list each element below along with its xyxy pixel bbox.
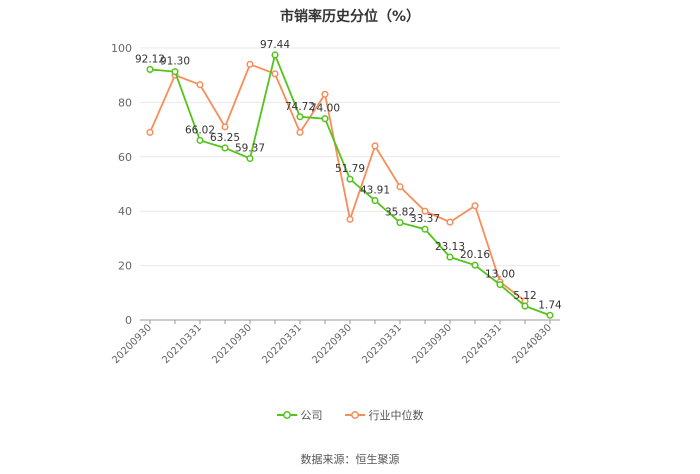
data-label: 74.72	[285, 101, 315, 113]
data-point-company	[246, 154, 254, 163]
data-point-industry	[271, 70, 279, 78]
data-label: 59.37	[235, 143, 265, 155]
data-point-industry	[346, 215, 354, 223]
data-label: 5.12	[513, 290, 536, 302]
data-point-company	[371, 197, 379, 205]
data-label: 20.16	[460, 249, 490, 261]
legend-company-icon	[276, 411, 297, 419]
data-label: 51.79	[335, 163, 365, 175]
data-point-company	[346, 175, 354, 183]
data-point-industry	[396, 183, 404, 191]
data-point-industry	[471, 202, 479, 210]
data-point-company	[546, 311, 554, 319]
data-point-company	[321, 115, 329, 123]
y-tick-label: 20	[118, 260, 132, 273]
data-point-company	[421, 225, 429, 233]
data-point-company	[171, 68, 179, 76]
data-point-industry	[321, 90, 329, 98]
x-tick-label: 20220930	[310, 322, 354, 366]
data-point-industry	[371, 142, 379, 150]
data-point-company	[471, 261, 479, 269]
x-tick-label: 20210930	[210, 322, 254, 366]
data-label: 1.74	[538, 299, 562, 311]
data-label: 35.82	[385, 207, 415, 219]
series-line-industry	[149, 63, 526, 302]
data-point-company	[296, 113, 304, 121]
data-label: 74.00	[310, 103, 340, 115]
data-label: 66.02	[185, 124, 215, 136]
data-label: 92.12	[135, 53, 165, 65]
data-point-company	[446, 253, 454, 261]
data-point-industry	[421, 207, 429, 215]
data-point-industry	[196, 81, 204, 89]
data-point-industry	[296, 128, 304, 136]
source-note: 数据来源：恒生聚源	[300, 453, 400, 466]
y-axis: 0 20 40 60 80 100	[111, 42, 132, 327]
y-tick-label: 80	[118, 96, 132, 109]
data-label: 33.37	[410, 213, 440, 225]
data-label: 63.25	[210, 132, 240, 144]
grid-lines	[140, 47, 560, 267]
data-label: 43.91	[360, 185, 390, 197]
legend-item-industry[interactable]: 行业中位数	[344, 407, 424, 423]
data-point-industry	[221, 123, 229, 131]
y-tick-label: 60	[118, 151, 132, 164]
legend-industry-label: 行业中位数	[368, 409, 424, 422]
x-tick-label: 20240331	[460, 322, 504, 366]
legend-industry-icon	[344, 411, 365, 419]
data-point-company	[146, 65, 154, 73]
y-tick-label: 0	[125, 314, 132, 327]
x-tick-label: 20220331	[260, 322, 304, 366]
data-point-industry	[146, 128, 154, 136]
x-axis: 20200930 20210331 20210930 20220331 20220930…	[110, 319, 560, 366]
data-label: 23.13	[435, 241, 465, 253]
chart-title: 市销率历史分位（%）	[279, 9, 421, 25]
data-point-company	[496, 281, 504, 289]
legend-company-label: 公司	[300, 409, 323, 422]
y-tick-label: 40	[118, 205, 132, 218]
series-layer	[146, 51, 554, 319]
x-tick-label: 20230930	[410, 322, 454, 366]
data-point-company	[196, 136, 204, 144]
x-tick-label: 20200930	[110, 322, 154, 366]
legend: 公司 行业中位数	[0, 407, 700, 423]
data-label: 97.44	[260, 39, 290, 51]
data-label: 91.30	[160, 56, 190, 68]
data-label: 13.00	[485, 269, 515, 281]
data-point-industry	[446, 218, 454, 226]
x-tick-label: 20230331	[360, 322, 404, 366]
data-point-company	[221, 144, 229, 152]
data-point-company	[271, 51, 279, 59]
data-point-company	[521, 302, 529, 310]
data-point-company	[396, 219, 404, 227]
x-tick-label: 20240830	[510, 322, 554, 366]
legend-item-company[interactable]: 公司	[276, 407, 323, 423]
x-tick-label: 20210331	[160, 322, 204, 366]
data-point-industry	[246, 60, 254, 68]
y-tick-label: 100	[111, 42, 132, 55]
